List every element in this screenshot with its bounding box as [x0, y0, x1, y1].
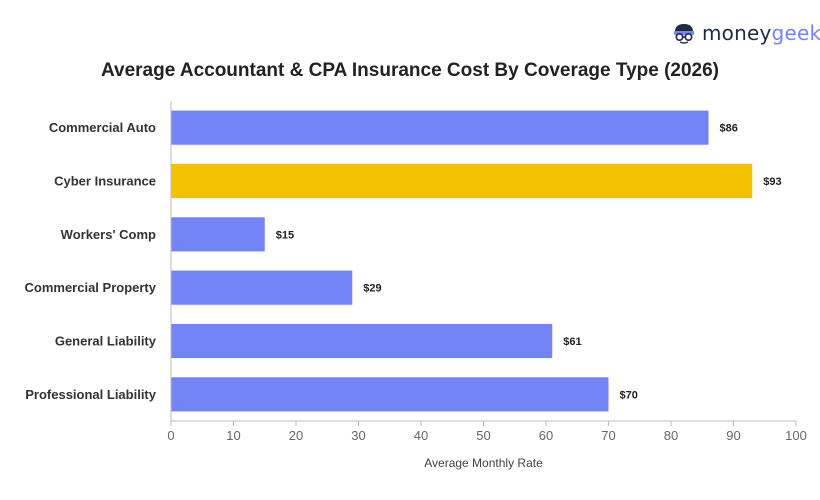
- value-label: $61: [563, 336, 581, 348]
- chart-title: Average Accountant & CPA Insurance Cost …: [100, 60, 720, 81]
- x-tick-label: 70: [601, 428, 615, 443]
- geek-mascot-icon: [674, 24, 694, 44]
- x-tick-label: 80: [664, 428, 678, 443]
- x-tick-label: 60: [539, 428, 553, 443]
- category-label: Commercial Property: [25, 280, 157, 295]
- x-tick-label: 100: [785, 428, 807, 443]
- value-label: $86: [720, 123, 738, 135]
- bar: [171, 377, 609, 412]
- brand-wordmark: moneygeek: [702, 21, 820, 45]
- x-tick-label: 0: [167, 428, 174, 443]
- bar: [171, 323, 553, 359]
- x-tick-label: 10: [226, 428, 240, 443]
- bar: [171, 270, 353, 305]
- value-label: $29: [363, 283, 381, 295]
- x-tick-label: 30: [351, 428, 365, 443]
- category-label: Professional Liability: [25, 387, 157, 402]
- value-label: $15: [276, 229, 294, 241]
- value-label: $93: [763, 176, 781, 188]
- moneygeek-logo: moneygeek: [672, 20, 820, 46]
- x-tick-label: 90: [726, 428, 740, 443]
- category-label: Workers' Comp: [61, 227, 156, 242]
- x-tick-label: 20: [289, 428, 303, 443]
- category-label: Commercial Auto: [49, 120, 156, 135]
- bar: [171, 163, 753, 199]
- value-label: $70: [620, 389, 638, 401]
- x-tick-label: 40: [414, 428, 428, 443]
- category-label: General Liability: [55, 334, 157, 349]
- x-tick-label: 50: [476, 428, 490, 443]
- bar: [171, 110, 709, 145]
- x-axis-title: Average Monthly Rate: [424, 456, 543, 470]
- category-label: Cyber Insurance: [54, 174, 156, 189]
- bar: [171, 217, 265, 252]
